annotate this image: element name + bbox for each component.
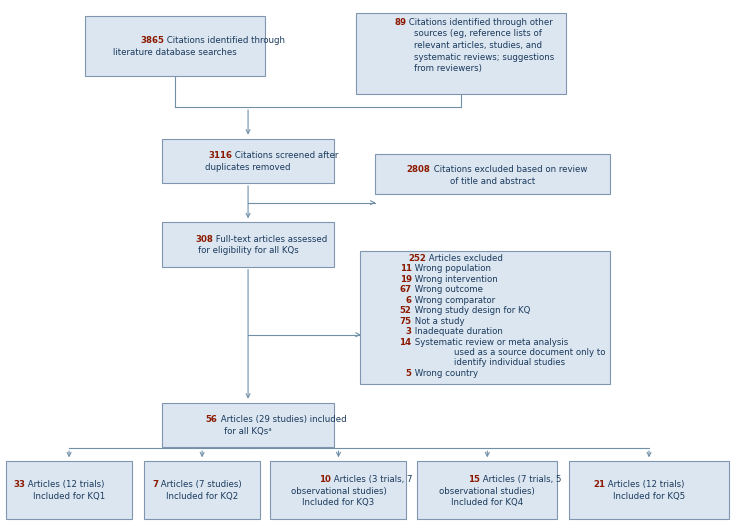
Text: Wrong comparator: Wrong comparator <box>412 295 495 305</box>
Text: Wrong intervention: Wrong intervention <box>412 275 498 284</box>
Text: Included for KQ4: Included for KQ4 <box>451 498 523 507</box>
Text: for eligibility for all KQs: for eligibility for all KQs <box>198 246 298 255</box>
Text: observational studies): observational studies) <box>440 486 535 496</box>
FancyBboxPatch shape <box>85 16 265 76</box>
FancyBboxPatch shape <box>360 251 610 384</box>
Text: 3: 3 <box>406 327 412 336</box>
Text: Wrong study design for KQ: Wrong study design for KQ <box>412 306 530 315</box>
Text: Wrong population: Wrong population <box>412 264 490 274</box>
Text: 52: 52 <box>400 306 412 315</box>
Text: from reviewers): from reviewers) <box>414 64 481 73</box>
Text: 11: 11 <box>400 264 412 274</box>
Text: Citations identified through other: Citations identified through other <box>406 18 553 27</box>
Text: duplicates removed: duplicates removed <box>205 163 291 172</box>
Text: Articles (3 trials, 7: Articles (3 trials, 7 <box>331 475 412 484</box>
Text: 14: 14 <box>400 337 412 347</box>
Text: 67: 67 <box>400 285 412 294</box>
FancyBboxPatch shape <box>162 222 334 267</box>
Text: 10: 10 <box>319 475 331 484</box>
FancyBboxPatch shape <box>162 139 334 183</box>
Text: Articles (12 trials): Articles (12 trials) <box>605 480 684 490</box>
Text: 75: 75 <box>400 316 412 326</box>
Text: Not a study: Not a study <box>412 316 465 326</box>
Text: 33: 33 <box>13 480 25 490</box>
Text: used as a source document only to: used as a source document only to <box>454 348 606 357</box>
Text: Articles (7 studies): Articles (7 studies) <box>158 480 242 490</box>
Text: Citations excluded based on review: Citations excluded based on review <box>431 165 587 174</box>
Text: 252: 252 <box>409 254 426 263</box>
FancyBboxPatch shape <box>270 461 406 519</box>
Text: relevant articles, studies, and: relevant articles, studies, and <box>414 41 542 50</box>
Text: 2808: 2808 <box>407 165 431 174</box>
Text: Included for KQ5: Included for KQ5 <box>613 492 685 501</box>
Text: 3865: 3865 <box>140 36 164 45</box>
Text: Articles (12 trials): Articles (12 trials) <box>25 480 104 490</box>
Text: Full-text articles assessed: Full-text articles assessed <box>213 235 327 244</box>
Text: Included for KQ3: Included for KQ3 <box>302 498 375 507</box>
Text: 15: 15 <box>468 475 480 484</box>
FancyBboxPatch shape <box>569 461 729 519</box>
Text: 3116: 3116 <box>208 151 232 160</box>
Text: observational studies): observational studies) <box>290 486 387 496</box>
Text: of title and abstract: of title and abstract <box>450 177 535 186</box>
Text: Included for KQ1: Included for KQ1 <box>33 492 105 501</box>
FancyBboxPatch shape <box>6 461 132 519</box>
Text: Articles (29 studies) included: Articles (29 studies) included <box>218 415 346 424</box>
Text: systematic reviews; suggestions: systematic reviews; suggestions <box>414 52 554 62</box>
Text: 7: 7 <box>152 480 158 490</box>
Text: Citations identified through: Citations identified through <box>164 36 285 45</box>
FancyBboxPatch shape <box>356 13 566 94</box>
Text: Included for KQ2: Included for KQ2 <box>166 492 238 501</box>
Text: 21: 21 <box>593 480 605 490</box>
Text: 56: 56 <box>206 415 218 424</box>
Text: 6: 6 <box>406 295 412 305</box>
Text: sources (eg, reference lists of: sources (eg, reference lists of <box>414 29 542 39</box>
FancyBboxPatch shape <box>144 461 260 519</box>
FancyBboxPatch shape <box>162 403 334 447</box>
Text: for all KQsᵃ: for all KQsᵃ <box>224 427 272 436</box>
FancyBboxPatch shape <box>417 461 557 519</box>
Text: 308: 308 <box>196 235 213 244</box>
Text: Citations screened after: Citations screened after <box>232 151 339 160</box>
Text: Articles (7 trials, 5: Articles (7 trials, 5 <box>480 475 562 484</box>
Text: 5: 5 <box>406 369 412 378</box>
Text: Wrong country: Wrong country <box>412 369 478 378</box>
Text: identify individual studies: identify individual studies <box>454 358 565 368</box>
Text: Inadequate duration: Inadequate duration <box>412 327 503 336</box>
Text: 19: 19 <box>400 275 412 284</box>
Text: Articles excluded: Articles excluded <box>426 254 503 263</box>
Text: Systematic review or meta analysis: Systematic review or meta analysis <box>412 337 568 347</box>
Text: literature database searches: literature database searches <box>112 48 237 56</box>
Text: Wrong outcome: Wrong outcome <box>412 285 483 294</box>
Text: 89: 89 <box>395 18 406 27</box>
FancyBboxPatch shape <box>375 154 610 194</box>
